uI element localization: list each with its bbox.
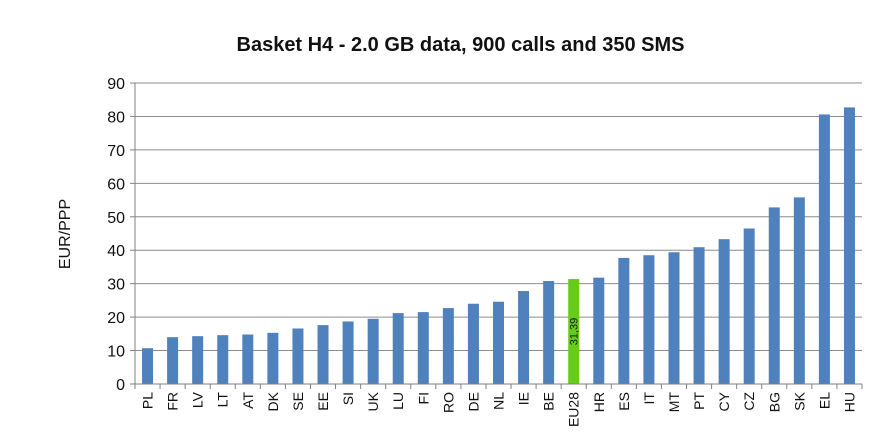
x-tick-label: MT xyxy=(666,392,682,413)
x-tick-label: SE xyxy=(290,392,306,411)
x-tick-labels: PL FR LV LT AT DK SE EE SI UK LU FI RO DE NL IE BE EU28 HR… xyxy=(140,391,858,427)
bar-pl xyxy=(142,348,154,384)
x-tick-label: SI xyxy=(340,392,356,405)
x-tick-label: SK xyxy=(791,391,807,410)
y-tick-label: 50 xyxy=(107,210,125,227)
y-tick-label: 20 xyxy=(107,310,125,327)
x-tick-label: HU xyxy=(841,392,857,412)
x-tick-label: LU xyxy=(390,392,406,410)
bar-bg xyxy=(768,207,780,384)
bar-pt xyxy=(693,247,705,384)
y-tick-label: 60 xyxy=(107,176,125,193)
y-tick-label: 0 xyxy=(116,377,125,394)
x-tick-label: CZ xyxy=(741,392,757,411)
bar-se xyxy=(292,328,304,384)
x-tick-label: EE xyxy=(315,392,331,411)
y-axis-title: EUR/PPP xyxy=(57,199,74,269)
x-tick-label: EU28 xyxy=(566,392,582,427)
bar-sk xyxy=(793,197,805,384)
bar-lt xyxy=(217,335,229,384)
bar-lv xyxy=(192,336,204,384)
x-tick-label: HR xyxy=(591,392,607,412)
x-tick-label: NL xyxy=(491,392,507,410)
data-label-eu28: 31,39 xyxy=(569,318,581,346)
y-tick-label: 40 xyxy=(107,243,125,260)
axes xyxy=(134,83,862,385)
y-tick-labels: 0 10 20 30 40 50 60 70 80 90 xyxy=(107,76,125,394)
x-tick-label: PT xyxy=(691,392,707,410)
y-tick-label: 70 xyxy=(107,143,125,160)
y-tick-label: 80 xyxy=(107,109,125,126)
y-tick-label: 30 xyxy=(107,277,125,294)
x-tick-label: PL xyxy=(140,392,156,409)
y-tick-label: 10 xyxy=(107,344,125,361)
bar-de xyxy=(467,303,479,384)
x-tick-label: IE xyxy=(516,392,532,405)
y-tick-label: 90 xyxy=(107,76,125,93)
x-tick-label: EL xyxy=(816,392,832,409)
bar-ie xyxy=(518,291,530,384)
bar-dk xyxy=(267,332,279,384)
x-tick-label: LT xyxy=(215,392,231,408)
x-tick-label: BG xyxy=(766,392,782,412)
bar-cy xyxy=(718,239,730,384)
x-tick-label: BE xyxy=(541,392,557,411)
x-tick-label: FI xyxy=(415,392,431,404)
bar-eu28 xyxy=(568,279,580,384)
x-tick-label: FR xyxy=(165,392,181,411)
bar-nl xyxy=(493,301,504,384)
bar-fi xyxy=(417,312,429,384)
bar-be xyxy=(543,280,555,384)
bar-uk xyxy=(367,318,379,384)
bar-hu xyxy=(843,107,855,385)
bar-at xyxy=(242,334,254,384)
bar-lu xyxy=(392,313,404,384)
bar-fr xyxy=(167,337,179,384)
bars: 31,39 xyxy=(142,107,855,385)
bar-mt xyxy=(668,252,680,384)
bar-si xyxy=(342,321,354,384)
bar-ee xyxy=(317,325,329,384)
bar-cz xyxy=(743,228,755,384)
chart-title: Basket H4 - 2.0 GB data, 900 calls and 3… xyxy=(236,34,685,56)
bar-el xyxy=(818,114,830,384)
x-tick-label: IT xyxy=(641,392,657,405)
bar-es xyxy=(618,257,630,384)
x-tick-label: CY xyxy=(716,391,732,411)
bar-hr xyxy=(593,277,605,384)
x-tick-label: ES xyxy=(616,392,632,411)
x-tick-label: UK xyxy=(365,391,381,411)
bar-it xyxy=(643,255,655,384)
x-tick-label: LV xyxy=(190,391,206,408)
x-tick-label: DK xyxy=(265,391,281,411)
bar-ro xyxy=(442,308,454,384)
x-tick-label: RO xyxy=(440,392,456,413)
x-tick-label: AT xyxy=(240,392,256,409)
x-tick-label: DE xyxy=(465,392,481,411)
